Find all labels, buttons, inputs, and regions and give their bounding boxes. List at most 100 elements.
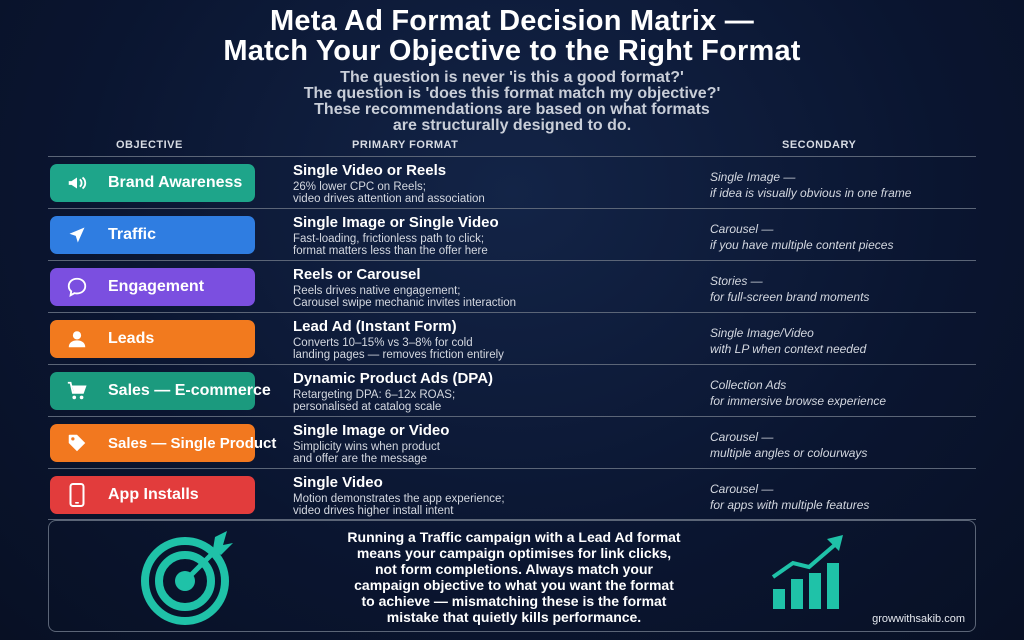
secondary-format: Single Image — if idea is visually obvio… [710,169,970,201]
chat-bubble-icon [64,274,90,300]
callout-line-4: campaign objective to what you want the … [354,577,674,593]
page-title: Meta Ad Format Decision Matrix — Match Y… [0,6,1024,66]
format-matrix: Brand Awareness Single Video or Reels 26… [48,156,976,520]
column-header-secondary: SECONDARY [782,139,857,151]
objective-pill-app-installs: App Installs [50,476,255,514]
secondary-format-line-1: Carousel — [710,482,774,496]
primary-format-title: Dynamic Product Ads (DPA) [293,370,494,387]
secondary-format-line-2: if you have multiple content pieces [710,238,894,252]
primary-format-desc-1: Simplicity wins when product [293,441,441,453]
matrix-row-leads: Leads Lead Ad (Instant Form) Converts 10… [48,312,976,364]
subtitle-line-1: The question is never 'is this a good fo… [340,69,684,86]
matrix-row-engagement: Engagement Reels or Carousel Reels drive… [48,260,976,312]
primary-format-desc-2: and offer are the message [293,453,428,465]
subtitle-line-4: are structurally designed to do. [392,117,632,134]
callout-box: Running a Traffic campaign with a Lead A… [48,520,976,632]
primary-format-desc-2: Carousel swipe mechanic invites interact… [293,297,517,309]
primary-format-title: Lead Ad (Instant Form) [293,318,457,335]
matrix-row-sales-ecommerce: Sales — E-commerce Dynamic Product Ads (… [48,364,976,416]
objective-pill-traffic: Traffic [50,216,255,254]
secondary-format: Collection Ads for immersive browse expe… [710,377,970,409]
objective-label: Sales — E-commerce [108,382,271,399]
primary-format-desc-1: Converts 10–15% vs 3–8% for cold [293,337,473,349]
secondary-format: Carousel — multiple angles or colourways [710,429,970,461]
primary-format: Dynamic Product Ads (DPA) Retargeting DP… [293,370,693,414]
primary-format-title: Single Image or Single Video [293,214,499,231]
callout-text: Running a Traffic campaign with a Lead A… [299,529,729,625]
objective-pill-sales-ecommerce: Sales — E-commerce [50,372,271,410]
secondary-format-line-2: with LP when context needed [710,342,867,356]
shopping-cart-icon [64,378,90,404]
objective-label: App Installs [108,486,199,503]
secondary-format-line-1: Carousel — [710,430,774,444]
secondary-format-line-1: Carousel — [710,222,774,236]
primary-format-desc-1: Retargeting DPA: 6–12x ROAS; [293,389,456,401]
title-line-1: Meta Ad Format Decision Matrix — [270,5,754,37]
objective-label: Leads [108,330,155,347]
target-arrow-icon [141,531,233,625]
primary-format: Single Image or Video Simplicity wins wh… [293,422,693,466]
secondary-format-line-1: Collection Ads [710,378,787,392]
secondary-format-line-2: for apps with multiple features [710,498,870,512]
primary-format-title: Single Video or Reels [293,162,447,179]
primary-format-desc-1: Motion demonstrates the app experience; [293,493,505,505]
primary-format-desc-1: Fast-loading, frictionless path to click… [293,233,485,245]
primary-format-desc-2: format matters less than the offer here [293,245,488,257]
matrix-row-sales-single-product: Sales — Single Product Single Image or V… [48,416,976,468]
secondary-format: Single Image/Video with LP when context … [710,325,970,357]
primary-format: Lead Ad (Instant Form) Converts 10–15% v… [293,318,693,362]
secondary-format: Stories — for full-screen brand moments [710,273,970,305]
callout-line-6: mistake that quietly kills performance. [386,609,642,625]
user-icon [64,326,90,352]
title-line-2: Match Your Objective to the Right Format [223,35,801,67]
megaphone-icon [64,170,90,196]
objective-label: Sales — Single Product [108,434,277,452]
column-header-primary: PRIMARY FORMAT [352,139,459,151]
subtitle-line-3: These recommendations are based on what … [314,101,710,118]
primary-format: Single Image or Single Video Fast-loadin… [293,214,693,258]
primary-format-title: Single Video [293,474,383,491]
objective-label: Engagement [108,278,205,295]
secondary-format-line-2: for immersive browse experience [710,394,887,408]
objective-pill-leads: Leads [50,320,255,358]
matrix-row-brand-awareness: Brand Awareness Single Video or Reels 26… [48,156,976,208]
subtitle-line-2: The question is 'does this format match … [303,85,721,102]
callout-line-1: Running a Traffic campaign with a Lead A… [347,529,681,545]
primary-format: Reels or Carousel Reels drives native en… [293,266,693,310]
secondary-format-line-1: Stories — [710,274,763,288]
secondary-format: Carousel — for apps with multiple featur… [710,481,970,513]
smartphone-icon [64,482,90,508]
primary-format-title: Reels or Carousel [293,266,421,283]
primary-format-desc-1: Reels drives native engagement; [293,285,461,297]
callout-line-3: not form completions. Always match your [375,561,653,577]
primary-format-desc-1: 26% lower CPC on Reels; [293,181,426,193]
matrix-row-app-installs: App Installs Single Video Motion demonst… [48,468,976,520]
objective-pill-sales-single-product: Sales — Single Product [50,424,276,462]
credit-text: growwithsakib.com [872,613,965,625]
secondary-format-line-2: for full-screen brand moments [710,290,870,304]
primary-format: Single Video or Reels 26% lower CPC on R… [293,162,693,206]
secondary-format-line-2: if idea is visually obvious in one frame [710,186,912,200]
matrix-row-traffic: Traffic Single Image or Single Video Fas… [48,208,976,260]
secondary-format-line-2: multiple angles or colourways [710,446,868,460]
primary-format-desc-2: landing pages — removes friction entirel… [293,349,504,361]
navigation-arrow-icon [64,222,90,248]
callout-line-2: means your campaign optimises for link c… [356,545,672,561]
primary-format-desc-2: personalised at catalog scale [293,401,442,413]
objective-pill-engagement: Engagement [50,268,255,306]
secondary-format-line-1: Single Image — [710,170,796,184]
objective-label: Traffic [108,226,157,243]
primary-format: Single Video Motion demonstrates the app… [293,474,693,518]
objective-label: Brand Awareness [108,174,243,191]
objective-pill-brand-awareness: Brand Awareness [50,164,255,202]
callout-line-5: to achieve — mismatching these is the fo… [361,593,667,609]
secondary-format: Carousel — if you have multiple content … [710,221,970,253]
price-tag-icon [64,430,90,456]
column-header-objective: OBJECTIVE [116,139,183,151]
primary-format-desc-2: video drives attention and association [293,193,485,205]
primary-format-desc-2: video drives higher install intent [293,505,454,517]
primary-format-title: Single Image or Video [293,422,450,439]
growth-chart-icon [771,535,843,609]
secondary-format-line-1: Single Image/Video [710,326,814,340]
subtitle: The question is never 'is this a good fo… [0,70,1024,134]
